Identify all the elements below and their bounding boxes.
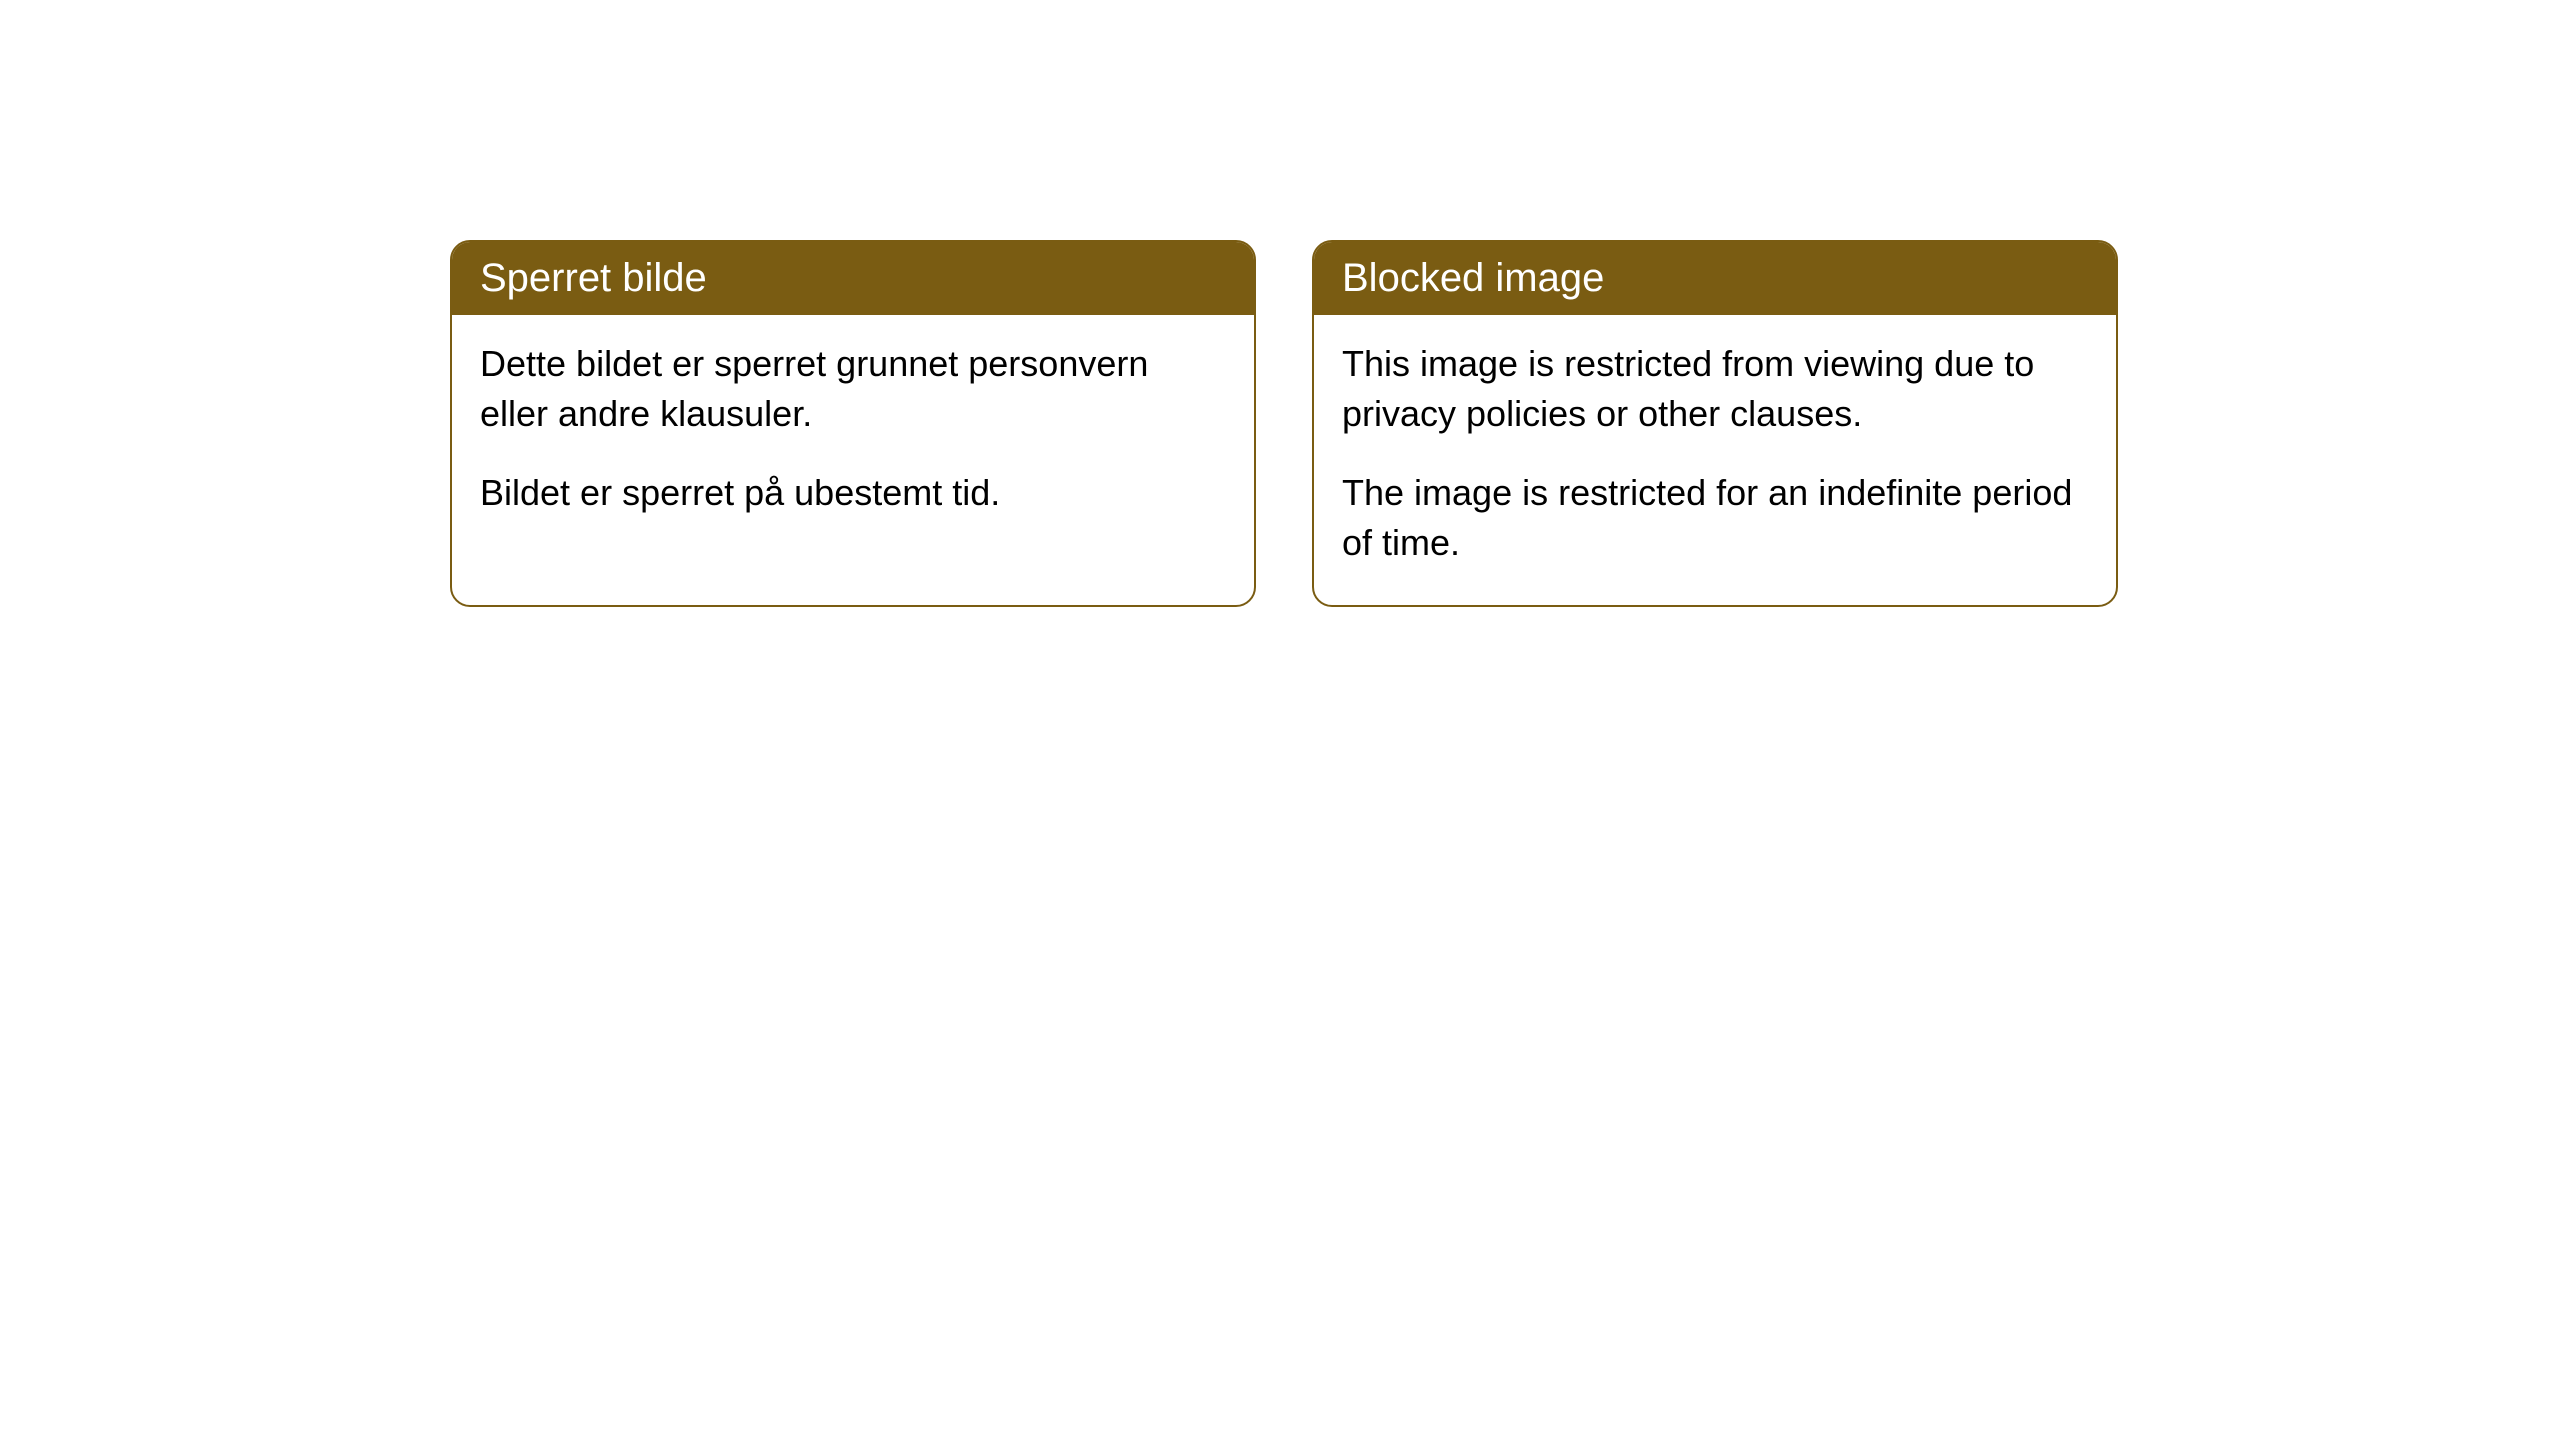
card-paragraph-1-english: This image is restricted from viewing du… [1342,339,2088,440]
blocked-image-card-english: Blocked image This image is restricted f… [1312,240,2118,607]
card-title-english: Blocked image [1342,256,1604,300]
card-title-norwegian: Sperret bilde [480,256,707,300]
card-paragraph-1-norwegian: Dette bildet er sperret grunnet personve… [480,339,1226,440]
blocked-image-card-norwegian: Sperret bilde Dette bildet er sperret gr… [450,240,1256,607]
card-header-english: Blocked image [1314,242,2116,315]
card-body-english: This image is restricted from viewing du… [1314,315,2116,605]
message-cards-container: Sperret bilde Dette bildet er sperret gr… [450,240,2118,607]
card-body-norwegian: Dette bildet er sperret grunnet personve… [452,315,1254,554]
card-paragraph-2-english: The image is restricted for an indefinit… [1342,468,2088,569]
card-header-norwegian: Sperret bilde [452,242,1254,315]
card-paragraph-2-norwegian: Bildet er sperret på ubestemt tid. [480,468,1226,518]
